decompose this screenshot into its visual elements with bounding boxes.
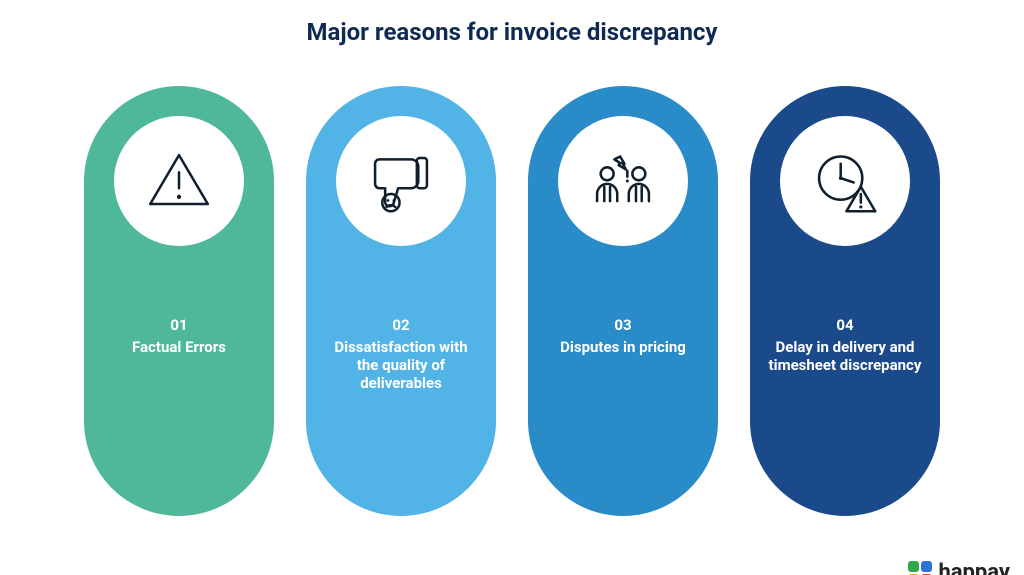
card-text: 02 Dissatisfaction with the quality of de… [306,316,496,392]
logo-dot-1 [908,561,919,572]
card-number: 01 [132,316,226,334]
logo-dot-2 [921,561,932,572]
card-text: 01 Factual Errors [114,316,244,356]
thumbs-down-sad-icon [336,116,466,246]
card-text: 04 Delay in delivery and timesheet discre… [750,316,940,374]
brand-logo: happay [908,560,1010,575]
people-conflict-icon [558,116,688,246]
logo-grid-icon [908,561,932,575]
card-label: Disputes in pricing [560,338,686,356]
page-title: Major reasons for invoice discrepancy [0,18,1024,46]
logo-text: happay [938,560,1010,575]
card-text: 03 Disputes in pricing [542,316,704,356]
card-label: Factual Errors [132,338,226,356]
reason-card-1: 01 Factual Errors [84,86,274,516]
reason-card-4: 04 Delay in delivery and timesheet discre… [750,86,940,516]
clock-alert-icon [780,116,910,246]
cards-row: 01 Factual Errors 02 Dissatisfaction with … [0,86,1024,516]
card-label: Dissatisfaction with the quality of deli… [334,338,467,392]
warning-triangle-icon [114,116,244,246]
card-number: 03 [560,316,686,334]
reason-card-3: 03 Disputes in pricing [528,86,718,516]
card-label: Delay in delivery and timesheet discrepa… [769,338,922,374]
card-number: 02 [324,316,478,334]
reason-card-2: 02 Dissatisfaction with the quality of de… [306,86,496,516]
card-number: 04 [768,316,922,334]
